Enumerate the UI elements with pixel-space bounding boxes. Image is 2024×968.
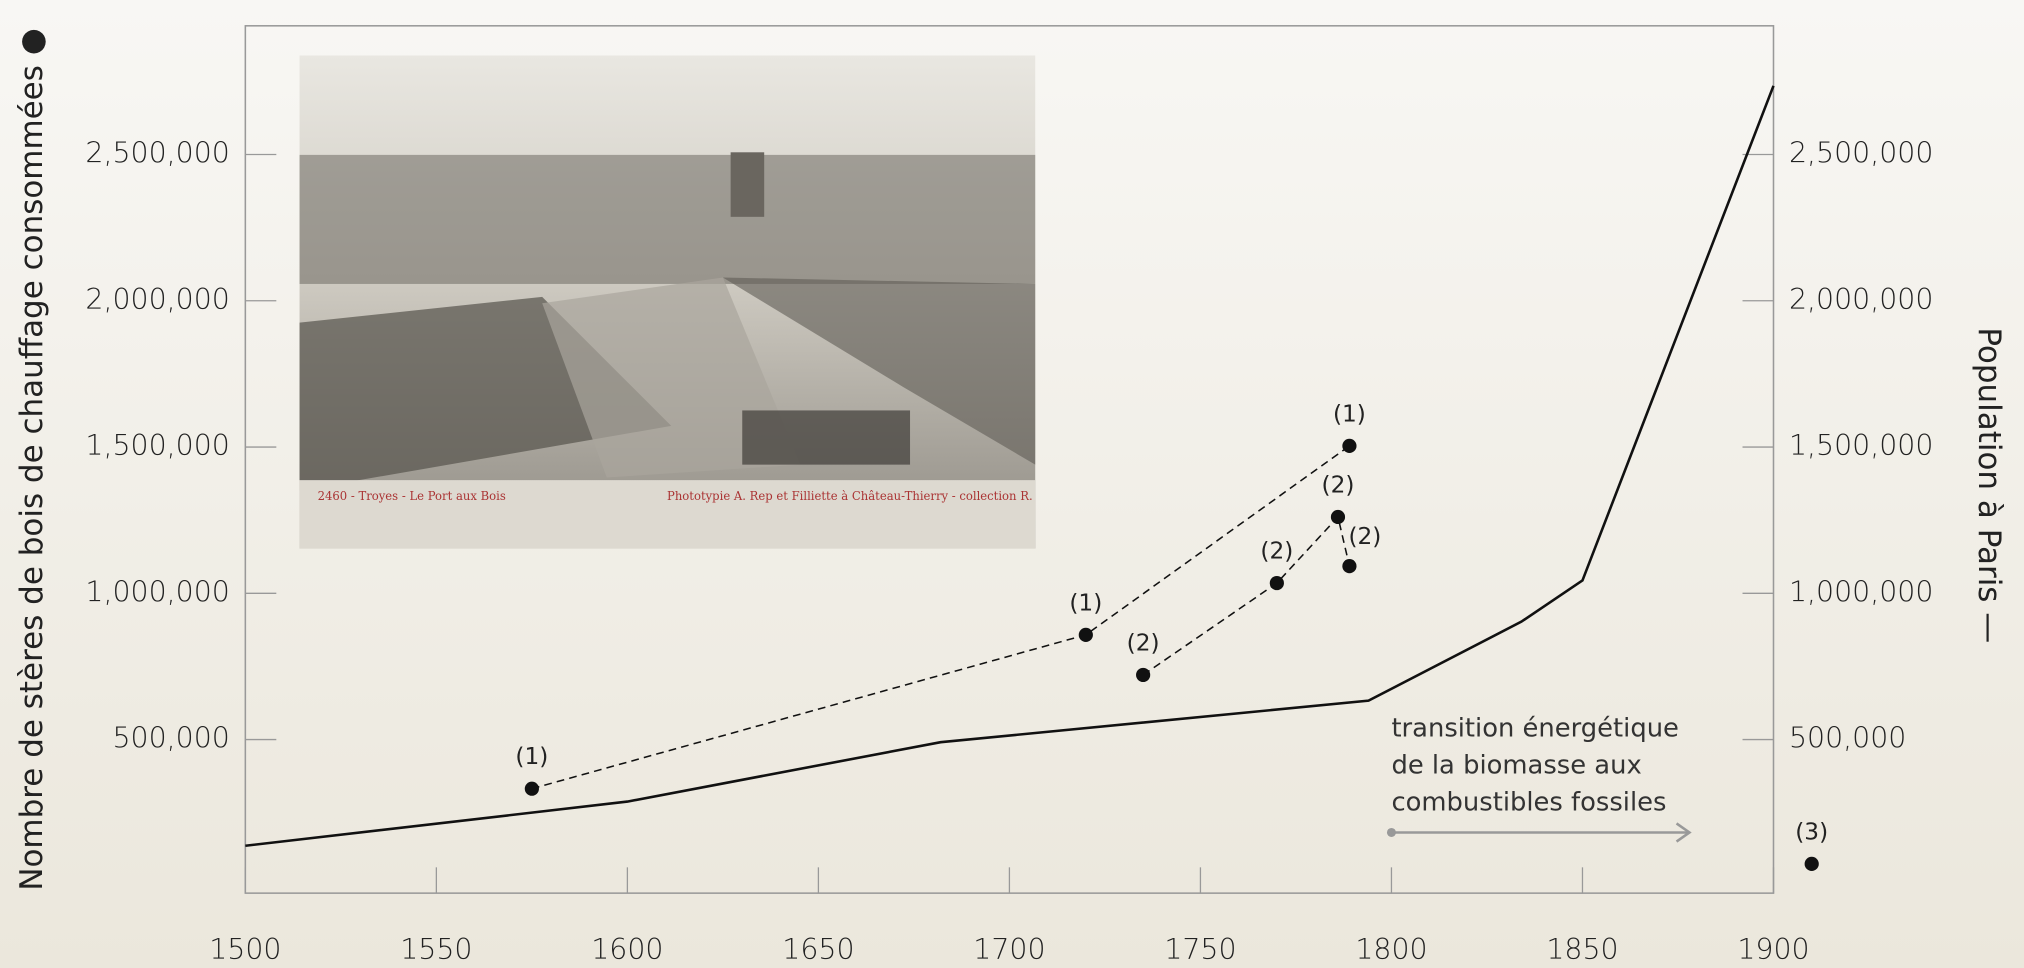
point-label: (2) — [1260, 538, 1293, 565]
y2-tick-label: 2,500,000 — [1789, 137, 1933, 170]
y2-axis-title: Population à Paris — — [1971, 327, 2007, 643]
x-tick-label: 1600 — [591, 933, 663, 966]
photo-credit: Phototypie A. Rep et Filliette à Château… — [667, 489, 1033, 503]
annotation: transition énergétique — [1391, 714, 1678, 744]
photo-caption: 2460 - Troyes - Le Port aux Bois — [318, 489, 506, 503]
point-label: (2) — [1322, 471, 1355, 498]
x-tick-label: 1500 — [209, 933, 281, 966]
photo: 2460 - Troyes - Le Port aux Bois Phototy… — [299, 55, 1036, 549]
x-tick-label: 1850 — [1546, 933, 1618, 966]
point — [524, 781, 539, 796]
point — [1342, 438, 1357, 453]
point-label: (2) — [1348, 523, 1381, 550]
point-label: (1) — [1069, 589, 1102, 616]
point-label: (3) — [1795, 818, 1828, 845]
point-label: (1) — [1333, 400, 1366, 427]
x-tick-label: 1750 — [1164, 933, 1236, 966]
x-tick-label: 1650 — [782, 933, 854, 966]
y2-tick-label: 1,500,000 — [1789, 429, 1933, 462]
y-tick-label: 500,000 — [113, 722, 230, 755]
y-tick-label: 2,500,000 — [85, 137, 229, 170]
point-label: (2) — [1127, 629, 1160, 656]
point — [1078, 627, 1093, 642]
y2-tick-label: 2,000,000 — [1789, 283, 1933, 316]
point — [1136, 667, 1151, 683]
y-tick-label: 1,000,000 — [85, 575, 229, 608]
arrow-head — [1675, 822, 1692, 843]
point — [1342, 559, 1357, 574]
point — [1804, 856, 1819, 871]
y-tick-label: 1,500,000 — [85, 429, 229, 462]
point-label: (1) — [515, 743, 548, 770]
y-tick-label: 2,000,000 — [85, 283, 229, 316]
point — [1269, 575, 1284, 591]
annotation: de la biomasse aux — [1391, 751, 1641, 781]
x-tick-label: 1700 — [973, 933, 1045, 966]
connector — [1142, 515, 1351, 676]
x-tick-label: 1550 — [400, 933, 472, 966]
y2-tick-label: 1,000,000 — [1789, 575, 1933, 608]
annotation: combustibles fossiles — [1391, 787, 1666, 817]
x-tick-label: 1800 — [1355, 933, 1427, 966]
population-line — [245, 85, 1775, 848]
y2-tick-label: 500,000 — [1789, 722, 1906, 755]
point — [1330, 509, 1346, 525]
x-tick-label: 1900 — [1737, 933, 1809, 966]
arrow-tail — [1386, 827, 1396, 837]
y-axis-title: Nombre de stères de bois de chauffage co… — [14, 28, 50, 890]
